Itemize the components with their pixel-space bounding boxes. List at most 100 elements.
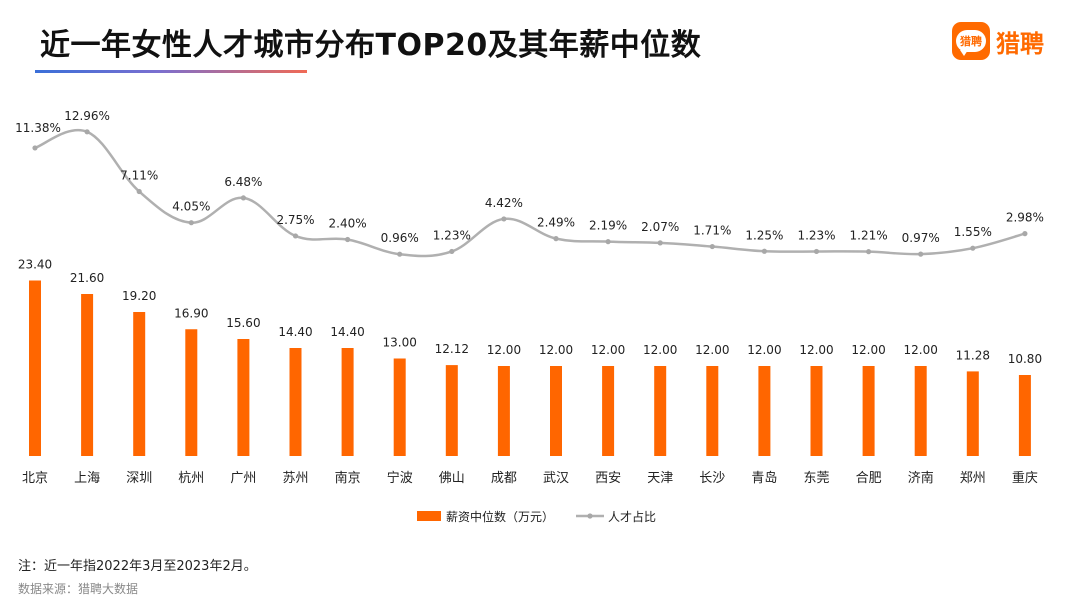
line-label: 2.07% (641, 220, 679, 234)
line-point-杭州 (188, 220, 194, 226)
line-point-北京 (32, 145, 38, 151)
line-point-苏州 (292, 233, 299, 239)
line-point-重庆 (1022, 231, 1028, 237)
x-tick-label: 上海 (74, 471, 100, 486)
line-label: 0.96% (381, 231, 419, 245)
x-tick-label: 济南 (908, 470, 934, 486)
brand-name: 猎聘 (996, 29, 1044, 58)
line-label: 4.05% (172, 200, 210, 214)
line-label: 1.23% (797, 228, 835, 242)
line-label: 1.71% (693, 224, 731, 238)
bar-label: 23.40 (18, 258, 52, 272)
bar-杭州 (185, 329, 198, 456)
chart-title: 近一年女性人才城市分布TOP20及其年薪中位数 (40, 28, 702, 63)
line-point-上海 (84, 129, 90, 135)
line-point-宁波 (397, 251, 403, 257)
bar-武汉 (550, 366, 562, 456)
x-tick-label: 重庆 (1012, 470, 1038, 486)
x-tick-label: 南京 (335, 470, 361, 486)
line-point-长沙 (709, 243, 715, 250)
bar-label: 11.28 (956, 348, 990, 362)
line-point-广州 (240, 195, 246, 201)
bar-label: 12.00 (904, 343, 938, 357)
bar-label: 15.60 (226, 316, 260, 330)
x-axis: 北京 上海 深圳 杭州 广州 苏州 南京 宁波 佛山 成都 武汉 西安 天津 长沙 青岛 东莞 合肥 济南 郑州 重庆 (22, 470, 1038, 486)
bar-郑州 (966, 371, 979, 456)
x-tick-label: 长沙 (699, 471, 725, 486)
bar-label: 12.00 (747, 343, 781, 357)
line-label: 1.23% (433, 228, 471, 242)
x-tick-label: 合肥 (856, 471, 882, 486)
brand-badge-text: 猎聘 (956, 30, 986, 56)
line-series (32, 128, 1028, 258)
bar-label: 12.00 (539, 343, 573, 357)
line-label: 1.25% (745, 228, 783, 242)
bar-重庆 (1018, 375, 1031, 456)
legend-line-label: 人才占比 (608, 509, 656, 524)
bar-label: 14.40 (330, 325, 364, 339)
legend: 薪资中位数（万元） 人才占比 (417, 509, 656, 524)
bar-series (29, 280, 1031, 456)
x-tick-label: 青岛 (751, 470, 777, 486)
legend-bar-swatch (417, 511, 441, 521)
brand-logo: 猎聘 猎聘 (952, 22, 1044, 60)
brand-speech-bubble-icon: 猎聘 (952, 22, 990, 60)
bar-label: 13.00 (383, 336, 417, 350)
data-source: 数据来源：猎聘大数据 (18, 582, 139, 596)
x-tick-label: 成都 (491, 471, 517, 486)
line-label: 4.42% (485, 196, 523, 210)
line-label: 11.38% (15, 121, 61, 135)
bar-label: 12.00 (799, 343, 833, 357)
bar-东莞 (810, 366, 823, 456)
line-point-天津 (657, 240, 663, 246)
bar-label: 16.90 (174, 306, 208, 320)
footnote: 注：近一年指2022年3月至2023年2月。 (18, 559, 257, 574)
line-point-武汉 (553, 236, 559, 242)
line-label: 12.96% (64, 109, 110, 123)
bar-西安 (602, 366, 615, 456)
bar-济南 (914, 366, 927, 456)
x-tick-label: 深圳 (126, 471, 152, 486)
line-label: 0.97% (902, 231, 940, 245)
x-tick-label: 天津 (647, 471, 673, 486)
data-labels: 23.40 21.60 19.20 16.90 15.60 14.40 14.40 13.00… (15, 109, 1044, 366)
line-label: 6.48% (224, 175, 262, 189)
line-point-西安 (605, 239, 611, 245)
bar-宁波 (393, 358, 406, 456)
line-point-佛山 (449, 248, 455, 255)
bar-label: 12.00 (591, 343, 625, 357)
bar-上海 (81, 294, 94, 456)
line-point-郑州 (970, 245, 976, 251)
bar-南京 (341, 348, 354, 456)
line-label: 2.49% (537, 216, 575, 230)
line-label: 1.55% (954, 225, 992, 239)
x-tick-label: 东莞 (803, 471, 829, 486)
bar-长沙 (706, 366, 719, 456)
bar-佛山 (445, 365, 458, 456)
line-label: 2.75% (276, 213, 314, 227)
bar-label: 19.20 (122, 289, 156, 303)
bar-label: 21.60 (70, 271, 104, 285)
bar-label: 10.80 (1008, 352, 1042, 366)
bar-label: 12.12 (435, 342, 469, 356)
x-tick-label: 郑州 (960, 471, 986, 486)
line-point-青岛 (761, 248, 768, 254)
combo-chart: 23.40 21.60 19.20 16.90 15.60 14.40 14.40 13.00… (15, 109, 1044, 524)
bar-label: 14.40 (278, 325, 312, 339)
line-label: 2.98% (1006, 211, 1044, 225)
line-point-东莞 (813, 248, 820, 255)
bar-天津 (654, 366, 667, 456)
x-tick-label: 广州 (230, 471, 256, 486)
bar-合肥 (862, 366, 875, 456)
x-tick-label: 宁波 (387, 470, 413, 486)
x-tick-label: 武汉 (543, 471, 569, 486)
bar-青岛 (758, 366, 771, 456)
line-label: 2.40% (329, 217, 367, 231)
legend-bar-label: 薪资中位数（万元） (446, 509, 554, 524)
line-label: 7.11% (120, 168, 158, 182)
line-point-深圳 (136, 188, 142, 195)
bar-北京 (29, 280, 41, 456)
bar-广州 (237, 339, 250, 456)
line-point-南京 (345, 236, 351, 243)
line-point-济南 (918, 251, 924, 257)
